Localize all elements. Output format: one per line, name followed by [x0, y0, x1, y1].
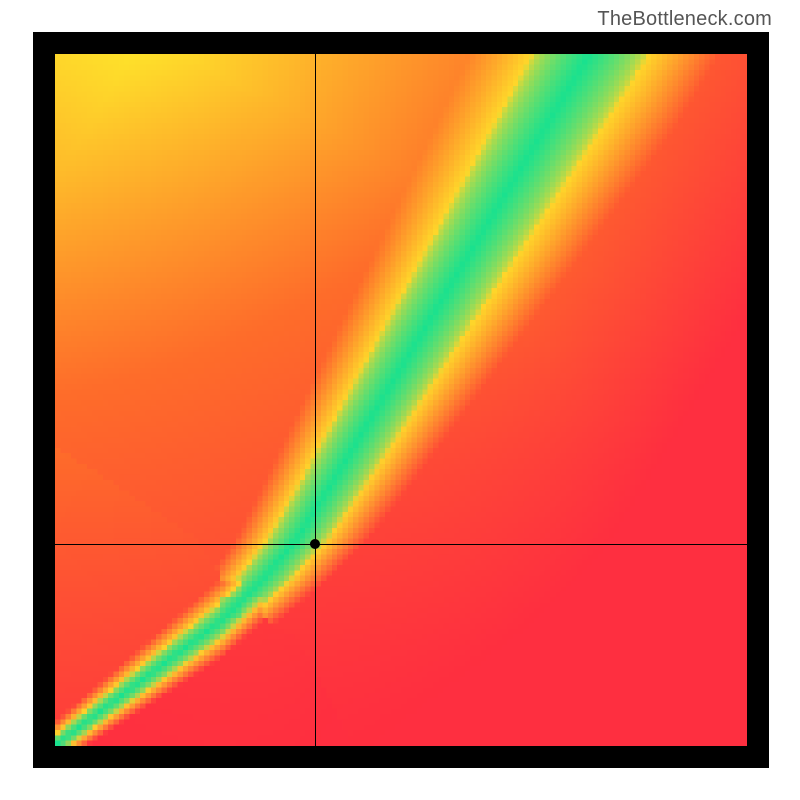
watermark-text: TheBottleneck.com [597, 8, 772, 31]
heatmap-plot [55, 54, 747, 746]
crosshair-horizontal [55, 544, 747, 545]
crosshair-marker [310, 539, 320, 549]
heatmap-canvas [55, 54, 747, 746]
crosshair-vertical [315, 54, 316, 746]
